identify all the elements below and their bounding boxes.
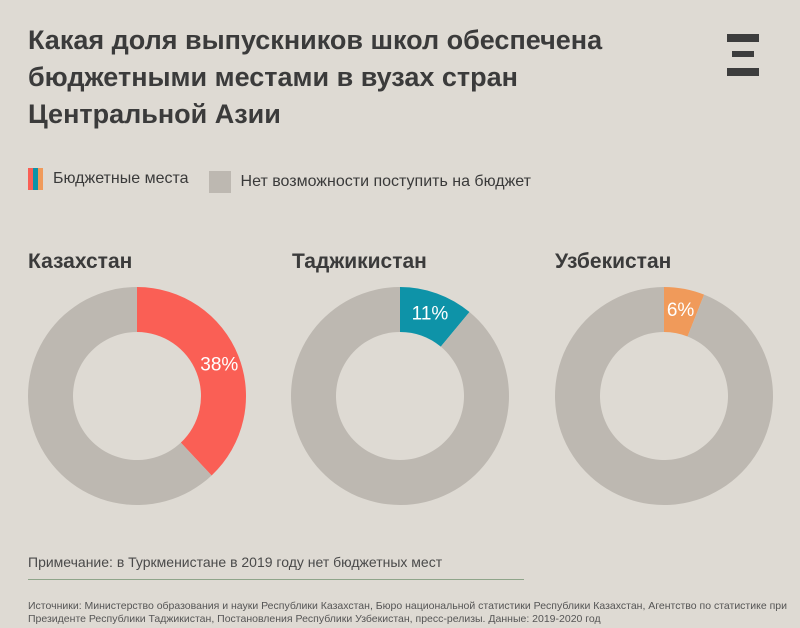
legend-item-no-budget: Нет возможности поступить на бюджет (208, 171, 531, 193)
legend: Бюджетные места Нет возможности поступит… (28, 165, 551, 193)
donut-slice-no-budget (554, 287, 773, 505)
legend-item-budget: Бюджетные места (28, 168, 189, 190)
data-label: 6% (667, 300, 695, 321)
data-label: 11% (412, 304, 449, 325)
divider (28, 579, 524, 580)
legend-label: Бюджетные места (53, 170, 189, 187)
chart-title-uzbekistan: Узбекистан (555, 250, 672, 273)
legend-swatch-budget (28, 168, 43, 190)
logo-icon (727, 34, 759, 76)
data-label: 38% (200, 354, 238, 375)
chart-title-tajikistan: Таджикистан (292, 250, 427, 273)
legend-swatch-no-budget (208, 171, 231, 193)
donut-slice-no-budget (290, 287, 509, 505)
legend-label: Нет возможности поступить на бюджет (240, 173, 531, 190)
note: Примечание: в Туркменистане в 2019 году … (28, 554, 443, 570)
donut-slice-no-budget (27, 287, 212, 506)
donut-slice-budget (137, 287, 247, 476)
donut-slice-budget (400, 287, 470, 347)
page-title: Какая доля выпускников школ обеспечена б… (28, 25, 603, 129)
chart-title-kazakhstan: Казахстан (28, 250, 133, 273)
donut-slice-budget (664, 287, 705, 337)
sources: Источники: Министерство образования и на… (28, 600, 787, 625)
